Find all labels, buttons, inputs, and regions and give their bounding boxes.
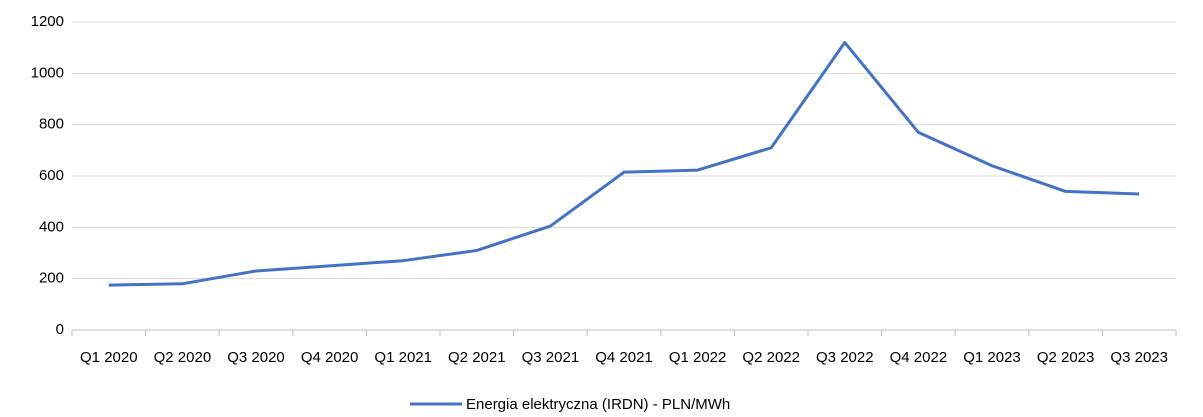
y-tick-label: 200 <box>39 270 64 287</box>
x-tick-label: Q1 2020 <box>80 349 138 366</box>
y-tick-label: 800 <box>39 116 64 133</box>
x-tick-label: Q4 2021 <box>595 349 653 366</box>
x-tick-label: Q3 2022 <box>816 349 874 366</box>
x-tick-label: Q4 2022 <box>890 349 948 366</box>
x-tick-label: Q2 2020 <box>154 349 212 366</box>
x-tick-label: Q3 2021 <box>522 349 580 366</box>
x-tick-label: Q3 2020 <box>227 349 285 366</box>
line-series <box>108 41 1140 287</box>
y-tick-label: 1000 <box>31 64 64 81</box>
y-tick-label: 600 <box>39 167 64 184</box>
y-tick-label: 400 <box>39 218 64 235</box>
x-tick-label: Q2 2023 <box>1037 349 1095 366</box>
y-tick-label: 1200 <box>31 13 64 30</box>
x-tick-label: Q2 2022 <box>742 349 800 366</box>
y-tick-label: 0 <box>56 321 64 338</box>
x-tick-label: Q3 2023 <box>1110 349 1168 366</box>
x-tick-label: Q1 2023 <box>963 349 1021 366</box>
legend-label: Energia elektryczna (IRDN) - PLN/MWh <box>466 396 730 412</box>
x-tick-label: Q4 2020 <box>301 349 359 366</box>
x-tick-label: Q2 2021 <box>448 349 506 366</box>
x-tick-label: Q1 2022 <box>669 349 727 366</box>
x-tick-label: Q1 2021 <box>374 349 432 366</box>
